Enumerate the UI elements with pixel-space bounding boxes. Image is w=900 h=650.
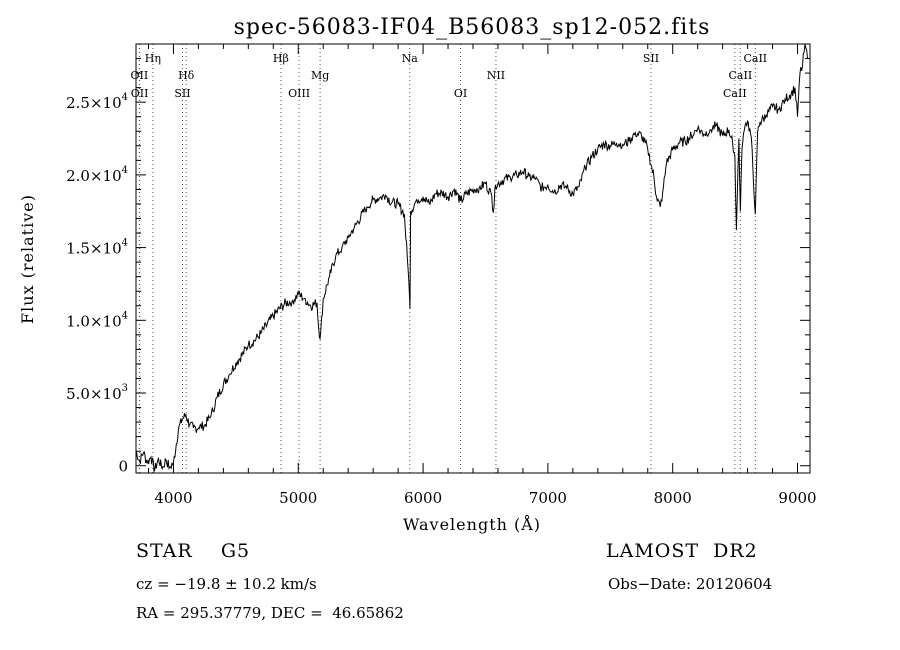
emission-line-label: OIII <box>288 87 310 100</box>
y-tick-label: 2.0×104 <box>66 165 128 185</box>
obs-date-text: Obs−Date: 20120604 <box>608 575 773 593</box>
emission-line-label: OI <box>454 87 467 100</box>
x-tick-label: 7000 <box>529 489 567 507</box>
y-tick-label: 2.5×104 <box>66 92 128 112</box>
emission-line-label: Na <box>402 52 419 65</box>
y-tick-label: 1.0×104 <box>66 310 128 330</box>
object-class: STAR <box>136 540 193 562</box>
emission-line-label: OII <box>131 69 149 82</box>
object-classification: STAR G5 <box>136 540 250 562</box>
y-tick-mantissa: 2.0×10 <box>66 167 122 185</box>
emission-line-label: Mg <box>311 69 329 82</box>
y-axis-label: Flux (relative) <box>18 194 37 324</box>
y-tick-mantissa: 1.5×10 <box>66 240 122 258</box>
emission-line-label: CaII <box>729 69 753 82</box>
y-tick-exponent: 3 <box>122 383 128 394</box>
y-tick-exponent: 4 <box>122 310 128 321</box>
emission-line-label: NII <box>487 69 505 82</box>
y-tick-mantissa: 1.0×10 <box>66 312 122 330</box>
emission-line-label: CaII <box>723 87 747 100</box>
survey-label: LAMOST DR2 <box>606 540 758 562</box>
y-tick-mantissa: 2.5×10 <box>66 94 122 112</box>
redshift-text: cz = −19.8 ± 10.2 km/s <box>136 575 317 593</box>
x-tick-label: 4000 <box>154 489 192 507</box>
y-tick-exponent: 4 <box>122 165 128 176</box>
y-tick-mantissa: 5.0×10 <box>66 385 122 403</box>
coordinates-text: RA = 295.37779, DEC = 46.65862 <box>136 604 404 622</box>
y-tick-exponent: 4 <box>122 238 128 249</box>
emission-line-label: SII <box>174 87 190 100</box>
y-tick-label: 5.0×103 <box>66 383 128 403</box>
chart-title: spec-56083-IF04_B56083_sp12-052.fits <box>234 15 711 40</box>
axis-ticks: 4000 5000 6000 7000 8000 900005.0×1031.0×1041… <box>66 44 817 507</box>
y-tick-mantissa: 0 <box>118 458 128 476</box>
y-tick-exponent: 4 <box>122 92 128 103</box>
emission-line-label: OII <box>131 87 149 100</box>
x-tick-label: 9000 <box>778 489 816 507</box>
x-tick-label: 5000 <box>279 489 317 507</box>
emission-line-label: Hη <box>145 52 161 65</box>
spectrum-line <box>135 43 808 473</box>
emission-line-label: SII <box>643 52 659 65</box>
plot-frame <box>135 43 811 474</box>
x-tick-label: 8000 <box>654 489 692 507</box>
emission-line-label: Hβ <box>273 52 289 65</box>
x-axis-label: Wavelength (Å) <box>403 514 541 534</box>
emission-line-label: CaII <box>743 52 767 65</box>
x-tick-label: 6000 <box>404 489 442 507</box>
emission-line-label: Hδ <box>178 69 195 82</box>
y-tick-label: 0 <box>118 458 128 476</box>
y-tick-label: 1.5×104 <box>66 238 128 258</box>
object-subclass: G5 <box>220 540 251 562</box>
